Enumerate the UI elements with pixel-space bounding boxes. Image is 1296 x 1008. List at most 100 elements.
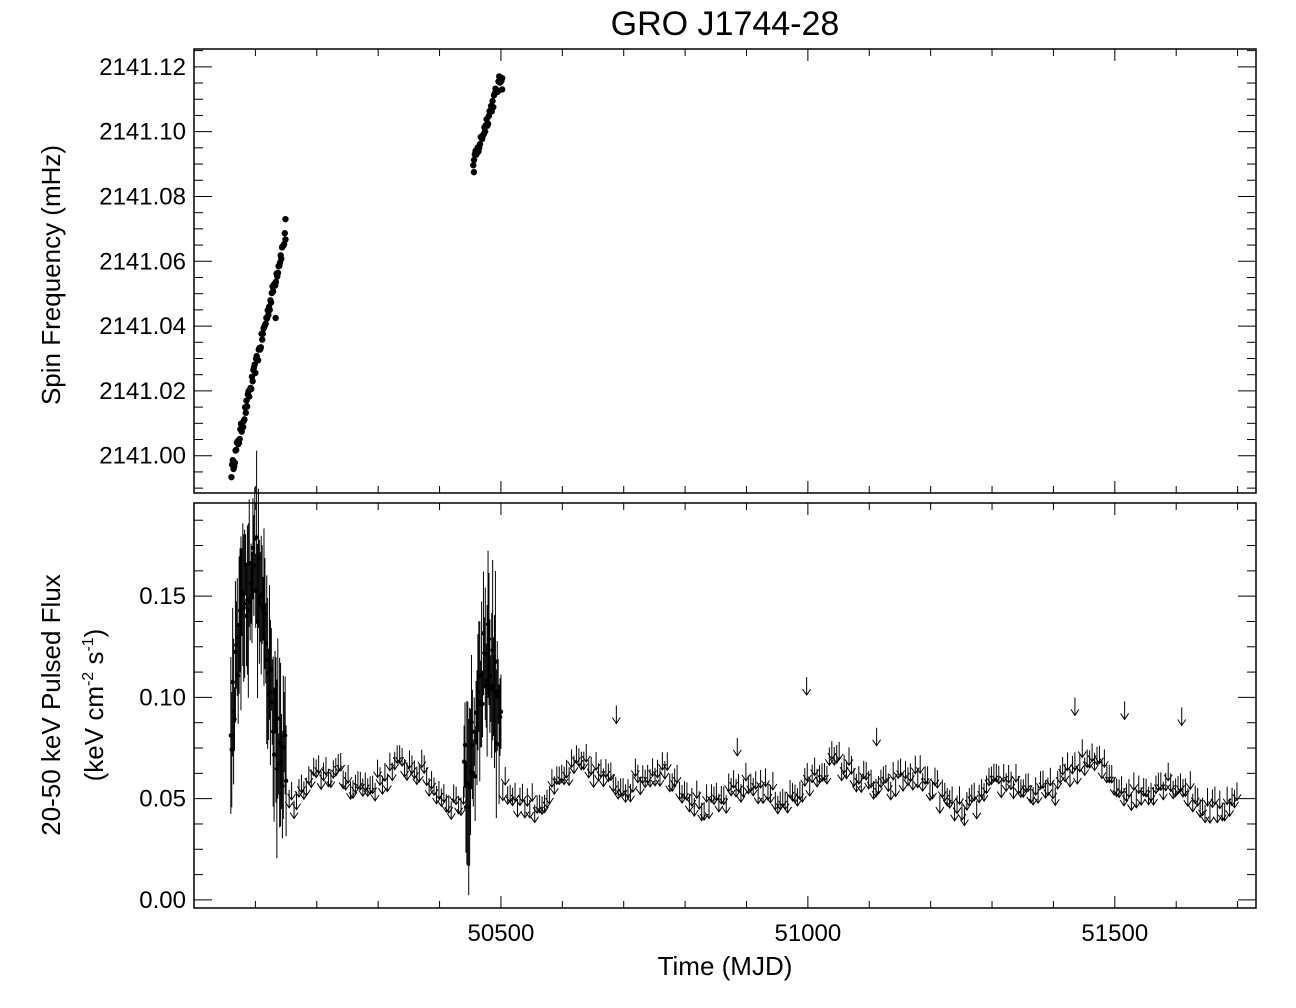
upper-limit-arrow	[955, 786, 964, 806]
upper-limit-arrow	[918, 773, 928, 793]
upper-limit-arrow	[414, 763, 424, 783]
data-point	[469, 719, 474, 725]
upper-limit-arrow	[959, 807, 969, 827]
upper-limit-arrow	[1080, 757, 1090, 777]
upper-limit-arrow	[530, 804, 540, 824]
data-point	[498, 86, 506, 93]
upper-limit-arrow	[896, 758, 905, 778]
upper-limit-arrow	[935, 795, 945, 815]
data-point	[272, 278, 280, 286]
upper-limit-arrow	[284, 789, 294, 809]
data-point	[481, 128, 489, 135]
upper-limit-arrow	[996, 779, 1006, 799]
upper-limit-arrow	[979, 783, 989, 803]
data-point	[262, 320, 269, 327]
data-point	[282, 733, 288, 738]
upper-limit-arrow	[721, 795, 731, 815]
data-point	[470, 162, 477, 169]
upper-limit-arrow	[343, 765, 353, 785]
upper-limit-arrow	[446, 801, 456, 821]
upper-limit-arrow	[289, 800, 299, 820]
upper-limit-arrow	[660, 760, 670, 780]
y-tick-label: 2141.06	[99, 248, 186, 275]
data-point	[241, 416, 248, 423]
upper-limit-arrow	[837, 762, 847, 782]
upper-limit-arrow	[498, 782, 508, 802]
x-tick-label: 51000	[774, 920, 841, 947]
y-tick-label: 2141.12	[99, 54, 186, 81]
upper-limit-arrow	[702, 784, 712, 804]
data-point	[282, 215, 289, 223]
data-point	[275, 716, 280, 721]
upper-limit-arrow	[292, 791, 301, 811]
data-point	[471, 770, 476, 776]
data-point	[259, 336, 266, 343]
upper-limit-arrow	[1212, 804, 1222, 824]
data-point	[484, 120, 492, 127]
y-tick-label: 0.00	[139, 887, 186, 914]
upper-limit-arrow	[1077, 739, 1087, 759]
upper-limit-arrow	[891, 778, 901, 798]
data-point	[247, 560, 252, 566]
upper-limit-arrow	[807, 764, 817, 784]
upper-limit-arrow	[579, 751, 589, 771]
upper-limit-arrow	[1185, 771, 1195, 791]
data-point	[498, 709, 504, 714]
upper-limit-arrow	[1028, 787, 1038, 806]
data-point	[266, 306, 273, 314]
upper-limit-arrow	[908, 771, 918, 791]
upper-limit-arrow	[1188, 793, 1198, 813]
y-axis-label-flux: 20-50 keV Pulsed Flux	[36, 574, 66, 836]
upper-limit-arrow	[886, 781, 896, 801]
upper-limit-arrow	[1126, 792, 1136, 812]
upper-limit-arrow	[768, 772, 778, 791]
upper-limit-arrow	[802, 763, 812, 782]
upper-limit-arrow	[1158, 781, 1168, 801]
upper-limit-arrow	[738, 778, 748, 798]
data-point	[274, 269, 282, 277]
upper-limit-arrow	[1232, 782, 1242, 802]
data-point	[232, 717, 237, 722]
data-point	[242, 601, 247, 606]
pulsed-flux-panel: 50500 51000 51500 0.00 0.05 0.10 0.15	[139, 450, 1257, 947]
upper-limit-arrow	[748, 777, 758, 797]
upper-limit-arrow	[370, 782, 380, 802]
data-point	[246, 393, 253, 400]
upper-limit-arrow	[874, 776, 883, 795]
upper-limit-arrow	[1043, 777, 1053, 797]
data-point	[486, 636, 492, 642]
upper-limit-arrow	[1205, 805, 1215, 824]
upper-limit-arrow	[834, 741, 844, 761]
upper-limit-arrow	[1203, 788, 1212, 807]
x-tick-label: 50500	[468, 920, 535, 947]
upper-limit-arrow	[569, 755, 579, 775]
data-point	[271, 752, 277, 757]
upper-limit-arrow	[1085, 750, 1095, 770]
data-point	[280, 783, 285, 789]
data-point	[242, 409, 250, 417]
upper-limit-arrow	[378, 776, 387, 796]
data-point	[267, 299, 275, 306]
y-tick-label: 2141.04	[99, 313, 186, 340]
upper-limit-arrow	[952, 795, 962, 815]
data-point	[252, 369, 259, 377]
upper-limit-arrow	[1001, 773, 1011, 793]
data-point	[498, 74, 506, 82]
data-point	[241, 605, 246, 611]
upper-limit-arrow	[928, 780, 937, 800]
upper-limit-arrow	[326, 769, 336, 789]
upper-limit-arrow	[793, 787, 802, 807]
y-tick-label: 0.15	[139, 583, 186, 610]
data-point	[272, 314, 279, 322]
data-point	[243, 403, 251, 410]
data-point	[239, 423, 247, 431]
upper-limit-arrow	[581, 744, 591, 763]
upper-limit-arrow	[805, 778, 815, 798]
upper-limit-arrow	[1131, 789, 1141, 809]
x-axis-label: Time (MJD)	[658, 951, 793, 981]
upper-limit-arrow	[1065, 768, 1075, 788]
y-tick-label: 0.05	[139, 786, 186, 813]
upper-limit-arrow	[1063, 752, 1072, 772]
upper-limit-arrow	[1095, 745, 1104, 765]
upper-limit-arrow	[1009, 780, 1018, 800]
